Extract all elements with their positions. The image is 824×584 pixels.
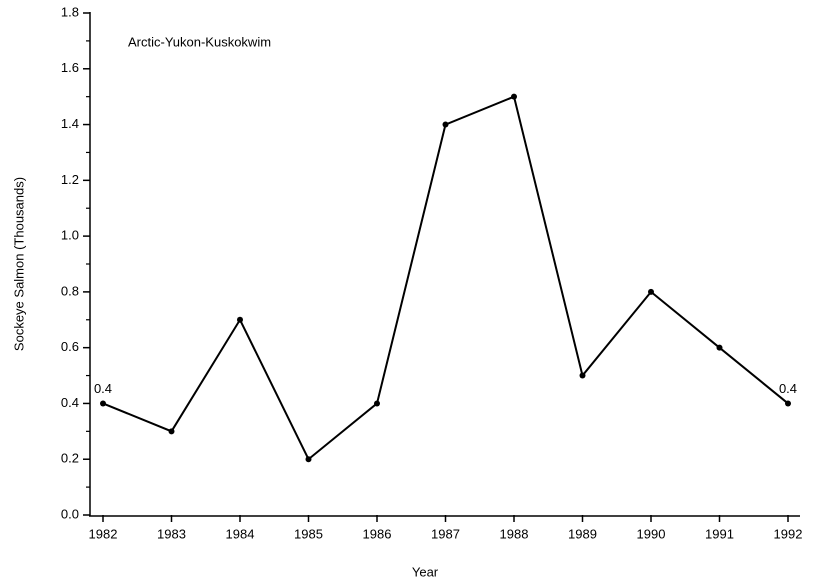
y-axis-label: Sockeye Salmon (Thousands) — [11, 177, 26, 351]
point — [785, 400, 791, 407]
x-axis-label: Year — [412, 564, 439, 579]
y-tick-label: 0.2 — [61, 451, 79, 466]
x-tick-label: 1992 — [774, 526, 803, 541]
x-tick-label: 1984 — [226, 526, 255, 541]
y-tick-label: 0.0 — [61, 506, 79, 521]
x-tick-label: 1983 — [157, 526, 186, 541]
x-tick-label: 1990 — [637, 526, 666, 541]
y-tick-label: 1.0 — [61, 228, 79, 243]
point — [168, 428, 175, 435]
point — [648, 288, 654, 295]
chart-title: Arctic-Yukon-Kuskokwim — [128, 34, 271, 49]
y-tick-label: 1.2 — [61, 172, 79, 187]
x-tick-label: 1986 — [363, 526, 392, 541]
y-tick-label: 0.4 — [61, 395, 79, 410]
x-tick-label: 1987 — [431, 526, 460, 541]
y-tick-label: 1.8 — [61, 4, 79, 19]
point — [237, 316, 243, 323]
point — [716, 344, 723, 351]
point — [100, 400, 106, 407]
data-label: 0.4 — [94, 381, 112, 396]
y-tick-label: 1.6 — [61, 60, 79, 75]
y-tick-label: 0.8 — [61, 283, 79, 298]
point — [442, 121, 449, 128]
point — [374, 400, 380, 407]
x-tick-label: 1989 — [568, 526, 597, 541]
x-tick-label: 1988 — [500, 526, 529, 541]
x-tick-label: 1982 — [89, 526, 118, 541]
y-tick-label: 0.6 — [61, 339, 79, 354]
line — [102, 95, 789, 461]
point — [511, 93, 517, 100]
point — [305, 456, 312, 463]
y-tick-label: 1.4 — [61, 116, 79, 131]
x-tick-label: 1985 — [294, 526, 323, 541]
data-label: 0.4 — [779, 381, 797, 396]
point — [579, 372, 586, 379]
x-tick-label: 1991 — [705, 526, 734, 541]
